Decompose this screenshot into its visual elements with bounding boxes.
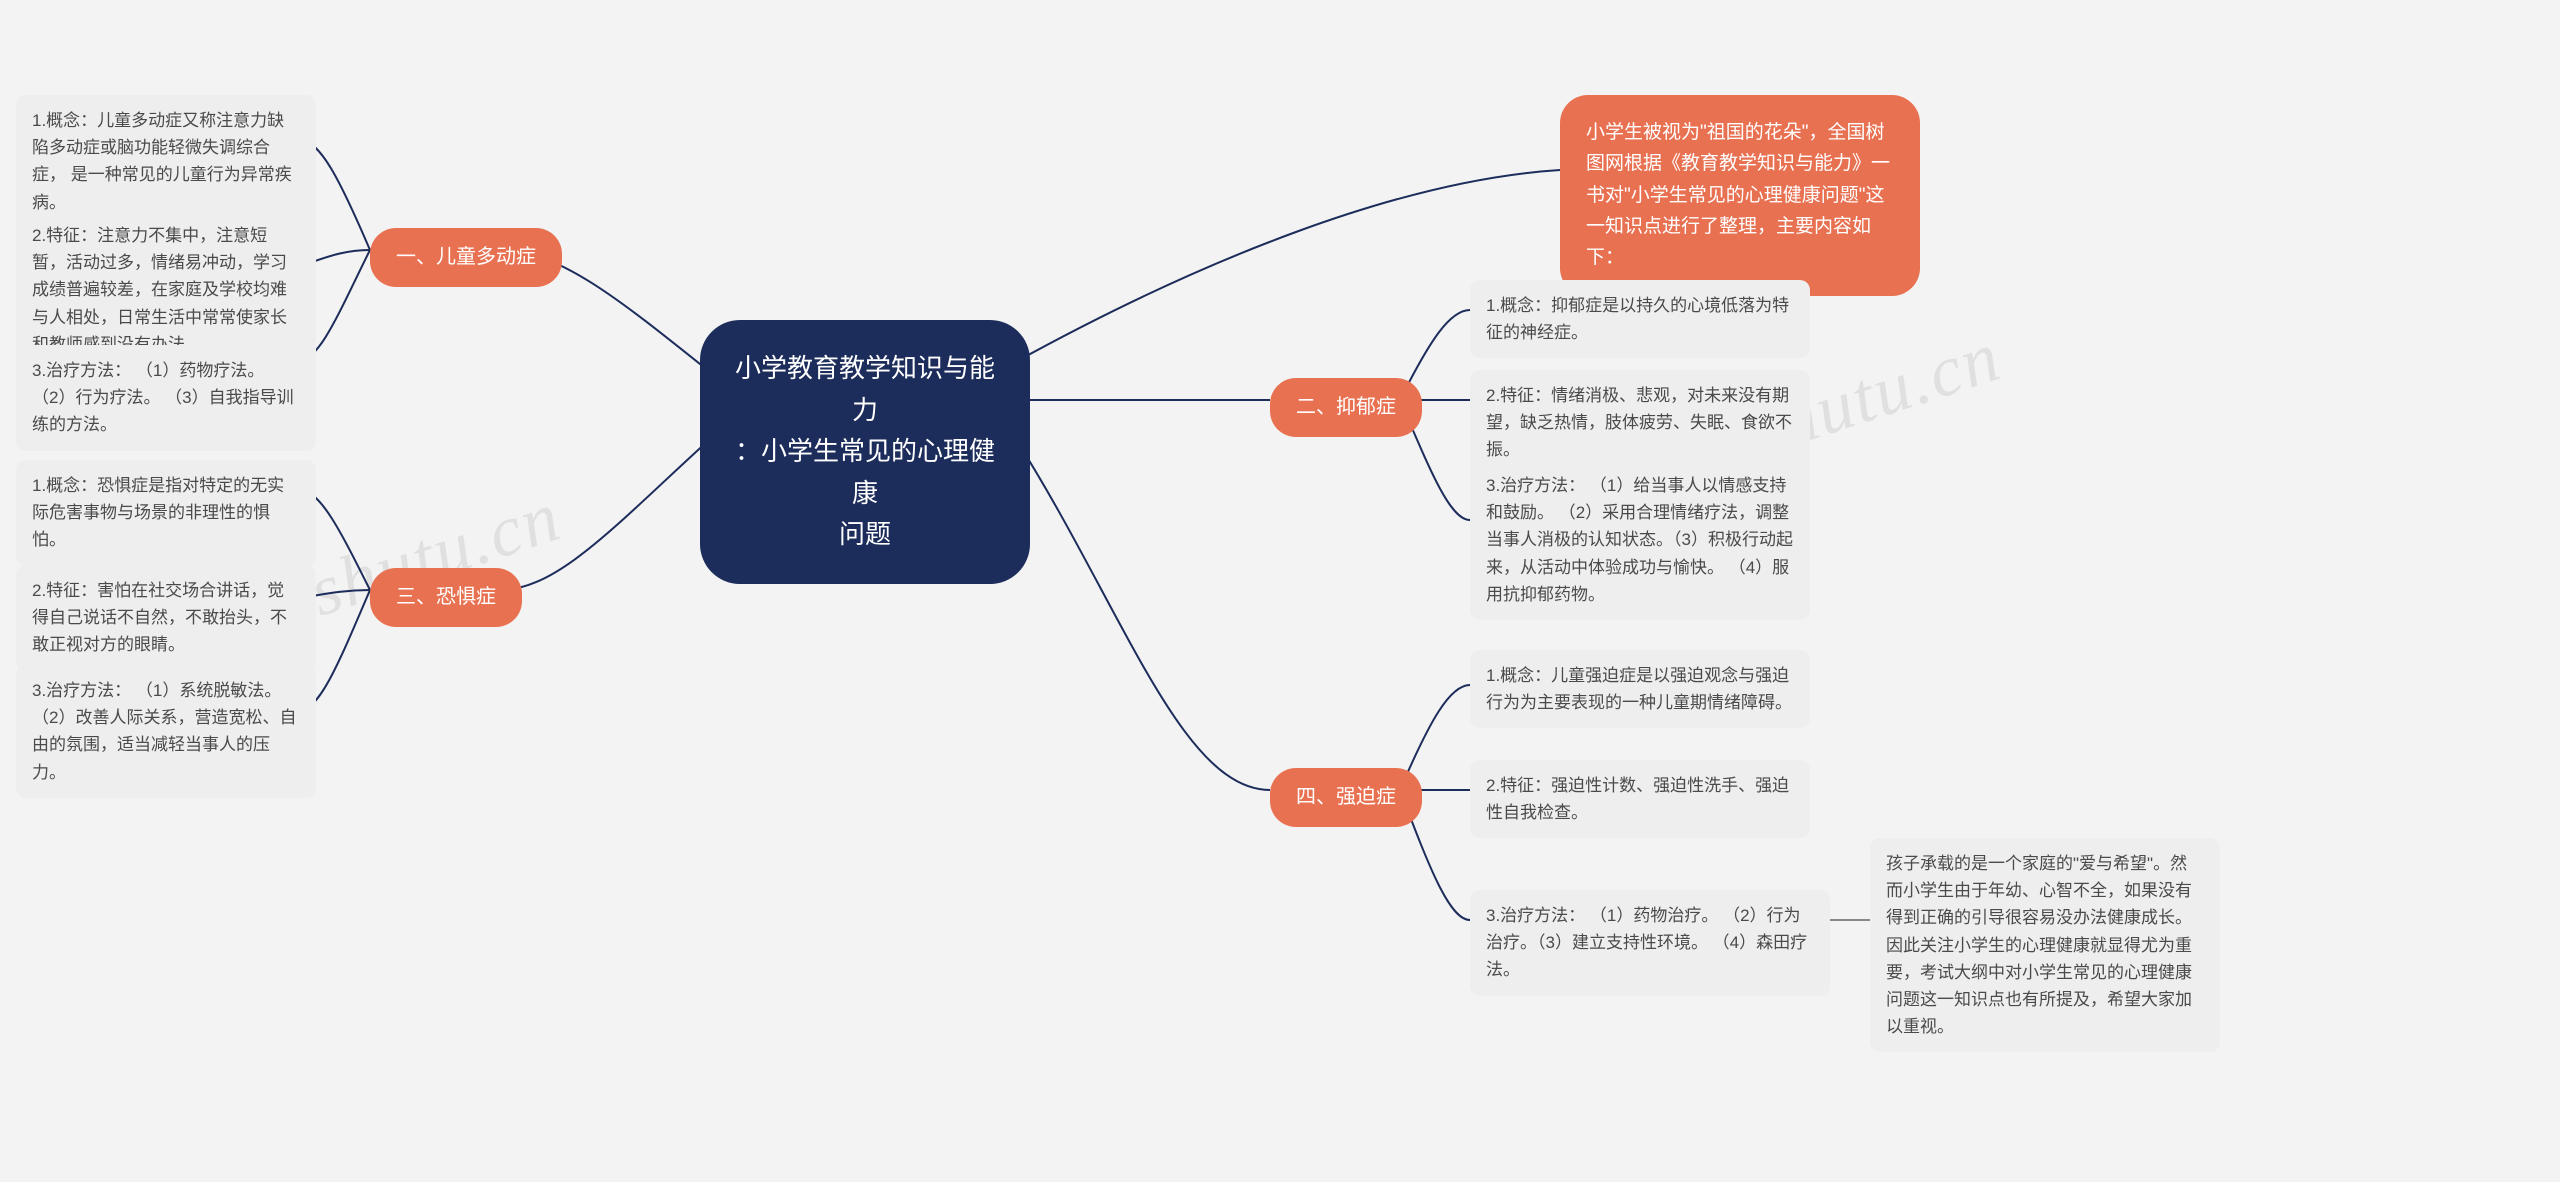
- branch-1-leaf-1: 1.概念：儿童多动症又称注意力缺陷多动症或脑功能轻微失调综合症， 是一种常见的儿…: [16, 95, 316, 228]
- branch-2-leaf-1: 1.概念：抑郁症是以持久的心境低落为特征的神经症。: [1470, 280, 1810, 358]
- branch-3: 三、恐惧症: [370, 568, 522, 627]
- branch-4-extra: 孩子承载的是一个家庭的"爱与希望"。然而小学生由于年幼、心智不全，如果没有得到正…: [1870, 838, 2220, 1052]
- branch-1: 一、儿童多动症: [370, 228, 562, 287]
- branch-2: 二、抑郁症: [1270, 378, 1422, 437]
- branch-4-leaf-1: 1.概念：儿童强迫症是以强迫观念与强迫行为为主要表现的一种儿童期情绪障碍。: [1470, 650, 1810, 728]
- branch-4: 四、强迫症: [1270, 768, 1422, 827]
- branch-2-leaf-3: 3.治疗方法： （1）给当事人以情感支持和鼓励。 （2）采用合理情绪疗法，调整当…: [1470, 460, 1810, 620]
- branch-4-leaf-3: 3.治疗方法： （1）药物治疗。 （2）行为治疗。（3）建立支持性环境。 （4）…: [1470, 890, 1830, 996]
- branch-3-leaf-1: 1.概念：恐惧症是指对特定的无实际危害事物与场景的非理性的惧怕。: [16, 460, 316, 566]
- branch-4-leaf-2: 2.特征：强迫性计数、强迫性洗手、强迫性自我检查。: [1470, 760, 1810, 838]
- branch-3-leaf-2: 2.特征：害怕在社交场合讲话，觉得自己说话不自然，不敢抬头，不敢正视对方的眼睛。: [16, 565, 316, 671]
- center-line2: ：小学生常见的心理健康: [735, 436, 995, 508]
- branch-3-leaf-3: 3.治疗方法： （1）系统脱敏法。 （2）改善人际关系，营造宽松、自由的氛围，适…: [16, 665, 316, 798]
- center-line1: 小学教育教学知识与能力: [735, 353, 995, 425]
- intro-node: 小学生被视为"祖国的花朵"，全国树图网根据《教育教学知识与能力》一书对"小学生常…: [1560, 95, 1920, 296]
- branch-1-leaf-3: 3.治疗方法： （1）药物疗法。 （2）行为疗法。 （3）自我指导训练的方法。: [16, 345, 316, 451]
- center-node: 小学教育教学知识与能力 ：小学生常见的心理健康 问题: [700, 320, 1030, 584]
- center-line3: 问题: [839, 519, 891, 549]
